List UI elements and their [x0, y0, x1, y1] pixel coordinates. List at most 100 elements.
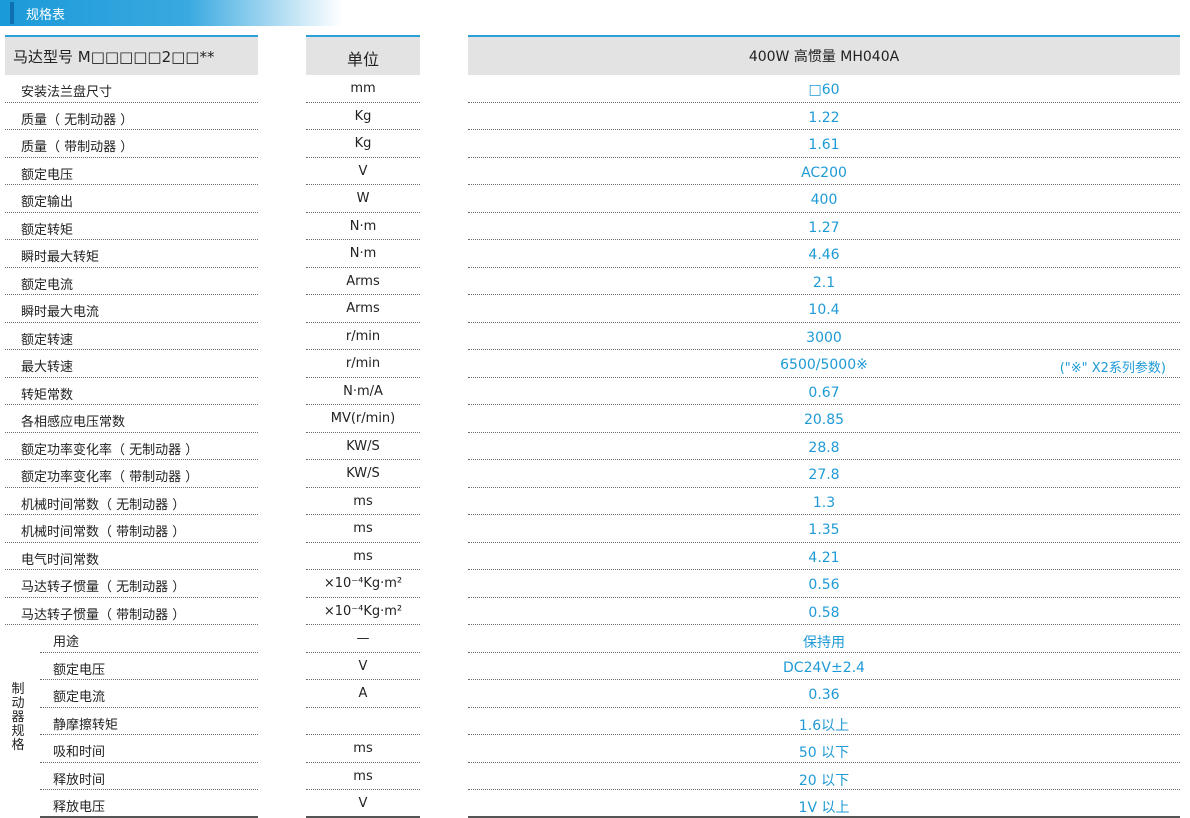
row-unit: Arms — [346, 301, 380, 316]
row-label: 释放时间 — [53, 772, 106, 788]
header-unit-label: 单位 — [346, 50, 379, 69]
row-value: 400 — [810, 192, 838, 208]
row-divider — [468, 321, 1180, 323]
header-model: 马达型号 M□□□□□2□□** — [5, 35, 258, 75]
row-label: 马达转子惯量（ 带制动器 ） — [21, 607, 186, 623]
row-value: 6500/5000※ — [780, 357, 868, 373]
row-divider — [306, 101, 420, 103]
row-divider — [306, 761, 420, 763]
row-unit: r/min — [345, 328, 381, 344]
row-divider — [40, 706, 258, 708]
row-unit: KW/S — [346, 438, 380, 454]
row-label: 机械时间常数（ 带制动器 ） — [21, 525, 186, 540]
row-divider — [468, 184, 1180, 185]
row-label: 瞬时最大转矩 — [21, 250, 100, 265]
row-divider — [468, 266, 1180, 268]
spec-row: 最大转速 r/min 6500/5000※ ("※" X2系列参数) — [0, 350, 1190, 378]
row-divider — [306, 706, 420, 708]
brake-spec-row: 额定电流 A 0.36 — [0, 680, 1190, 708]
row-label: 质量（ 无制动器 ） — [21, 112, 134, 128]
row-divider — [306, 679, 420, 680]
row-value: 1.3 — [812, 494, 836, 511]
row-label: 马达转子惯量（ 无制动器 ） — [21, 580, 186, 595]
row-value: 2.1 — [812, 274, 836, 291]
spec-row: 机械时间常数（ 带制动器 ） ms 1.35 — [0, 515, 1190, 543]
row-value: 1.6以上 — [798, 717, 850, 734]
row-divider — [40, 734, 258, 735]
row-divider — [306, 404, 420, 405]
brake-spec-row: 吸和时间 ms 50 以下 — [0, 735, 1190, 763]
row-divider — [306, 294, 420, 295]
row-divider — [40, 651, 258, 653]
row-divider — [40, 679, 258, 680]
row-divider — [306, 596, 420, 598]
row-unit: MV(r/min) — [330, 411, 396, 426]
row-divider — [306, 815, 420, 818]
row-label: 用途 — [53, 635, 80, 650]
brake-spec-row: 释放电压 V 1V 以上 — [0, 790, 1190, 818]
spec-row: 额定电流 Arms 2.1 — [0, 268, 1190, 295]
header-model-label: 马达型号 M□□□□□2□□** — [13, 48, 215, 66]
row-unit: Arms — [346, 273, 380, 289]
row-value: 1V 以上 — [798, 800, 850, 816]
row-value: AC200 — [801, 164, 847, 181]
row-label: 质量（ 带制动器 ） — [21, 140, 134, 155]
row-divider — [306, 624, 420, 625]
header-spec-label: 400W 高惯量 MH040A — [748, 49, 900, 65]
row-divider — [468, 404, 1180, 405]
row-divider — [468, 156, 1180, 158]
row-divider — [468, 486, 1180, 488]
row-value: 0.36 — [808, 687, 840, 703]
row-divider — [306, 239, 420, 240]
row-label: 额定电流 — [53, 690, 106, 705]
row-divider — [468, 239, 1180, 240]
row-value: 3000 — [806, 329, 842, 346]
row-unit: V — [358, 163, 368, 179]
row-value: 4.21 — [808, 549, 840, 566]
spec-row: 马达转子惯量（ 无制动器 ） ×10⁻⁴Kg·m² 0.56 — [0, 570, 1190, 598]
row-divider — [306, 569, 420, 570]
spec-row: 额定转速 r/min 3000 — [0, 323, 1190, 350]
spec-row: 各相感应电压常数 MV(r/min) 20.85 — [0, 405, 1190, 433]
row-divider — [468, 815, 1180, 818]
row-unit: Kg — [354, 108, 372, 124]
row-label: 吸和时间 — [53, 745, 106, 760]
row-value: 28.8 — [808, 439, 840, 456]
row-unit: V — [358, 658, 368, 674]
brake-spec-row: 额定电压 V DC24V±2.4 — [0, 653, 1190, 680]
row-divider — [468, 514, 1180, 515]
row-value: 20 以下 — [798, 772, 850, 789]
row-unit: Kg — [354, 136, 372, 151]
brake-spec-row: 用途 — 保持用 — [0, 625, 1190, 653]
row-unit: N·m — [349, 246, 377, 261]
row-unit: ms — [353, 521, 373, 536]
row-value: 0.58 — [808, 604, 840, 621]
row-value: 1.35 — [808, 522, 840, 538]
row-divider — [468, 541, 1180, 543]
row-unit: — — [356, 631, 370, 646]
row-divider — [468, 706, 1180, 708]
row-divider — [306, 184, 420, 185]
row-label: 额定输出 — [21, 195, 74, 210]
row-divider — [5, 459, 258, 460]
row-unit: ms — [353, 768, 373, 784]
row-label: 额定转矩 — [21, 222, 74, 238]
row-value: 保持用 — [803, 635, 845, 651]
row-divider — [5, 431, 258, 433]
row-label: 最大转速 — [21, 360, 74, 375]
brake-spec-row: 释放时间 ms 20 以下 — [0, 763, 1190, 790]
title-accent-mark — [10, 2, 14, 24]
row-divider — [468, 679, 1180, 680]
row-divider — [306, 211, 420, 213]
row-divider — [468, 789, 1180, 790]
header-spec: 400W 高惯量 MH040A — [468, 35, 1180, 75]
row-unit: ×10⁻⁴Kg·m² — [323, 576, 403, 591]
spec-row: 安装法兰盘尺寸 mm □60 — [0, 75, 1190, 103]
row-divider — [5, 239, 258, 240]
spec-row: 额定转矩 N·m 1.27 — [0, 213, 1190, 240]
row-divider — [306, 376, 420, 378]
row-unit: ms — [353, 493, 373, 509]
spec-row: 额定功率变化率（ 带制动器 ） KW/S 27.8 — [0, 460, 1190, 488]
row-value: 20.85 — [803, 412, 845, 428]
row-divider — [468, 211, 1180, 213]
